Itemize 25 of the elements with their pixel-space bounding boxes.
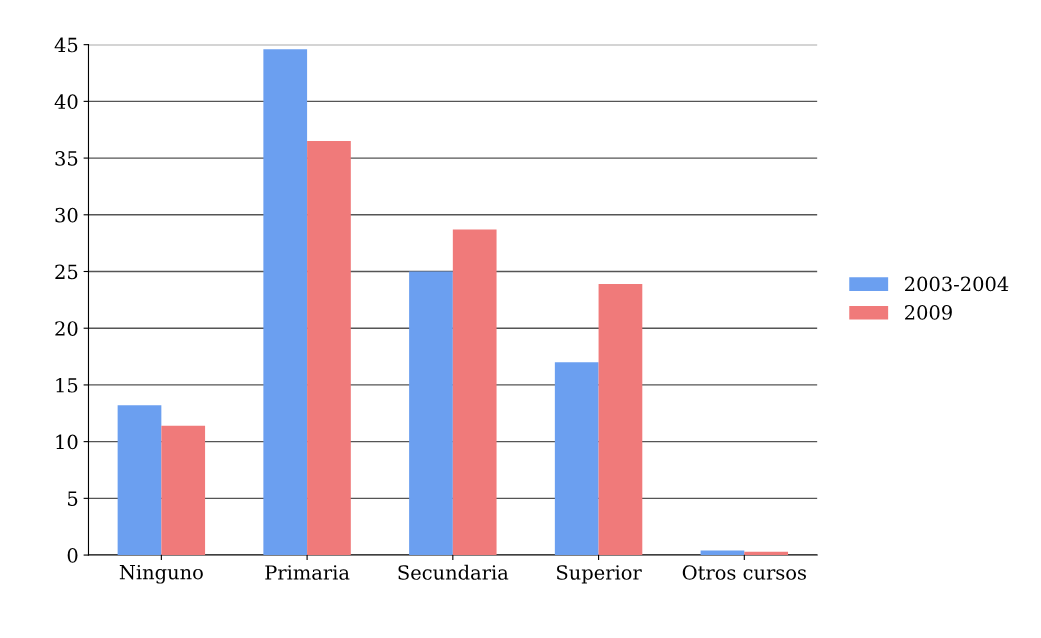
x-tick-label: Ninguno xyxy=(119,564,203,584)
legend-label: 2003-2004 xyxy=(905,276,1009,292)
y-tick-label: 30 xyxy=(55,207,78,223)
bar xyxy=(263,49,308,556)
x-tick-label: Otros cursos xyxy=(682,565,806,580)
x-tick-label: Superior xyxy=(557,565,642,584)
y-tick-label: 5 xyxy=(68,491,78,507)
bar xyxy=(307,141,351,556)
y-tick-label: 10 xyxy=(56,434,78,450)
bar xyxy=(554,362,599,556)
bar xyxy=(409,271,453,556)
y-tick-label: 35 xyxy=(55,151,78,166)
x-tick-label: Secundaria xyxy=(398,564,509,580)
bar xyxy=(117,405,162,556)
y-tick-label: 20 xyxy=(55,321,78,336)
y-tick-label: 40 xyxy=(54,94,78,110)
bar xyxy=(161,425,206,556)
bar xyxy=(452,229,497,556)
x-tick-label: Primaria xyxy=(265,565,350,580)
bar xyxy=(598,283,643,556)
y-tick-label: 45 xyxy=(54,37,78,53)
y-tick-label: 0 xyxy=(67,548,78,563)
y-tick-label: 25 xyxy=(55,264,78,280)
y-tick-label: 15 xyxy=(56,377,78,393)
legend-label: 2009 xyxy=(905,305,952,320)
